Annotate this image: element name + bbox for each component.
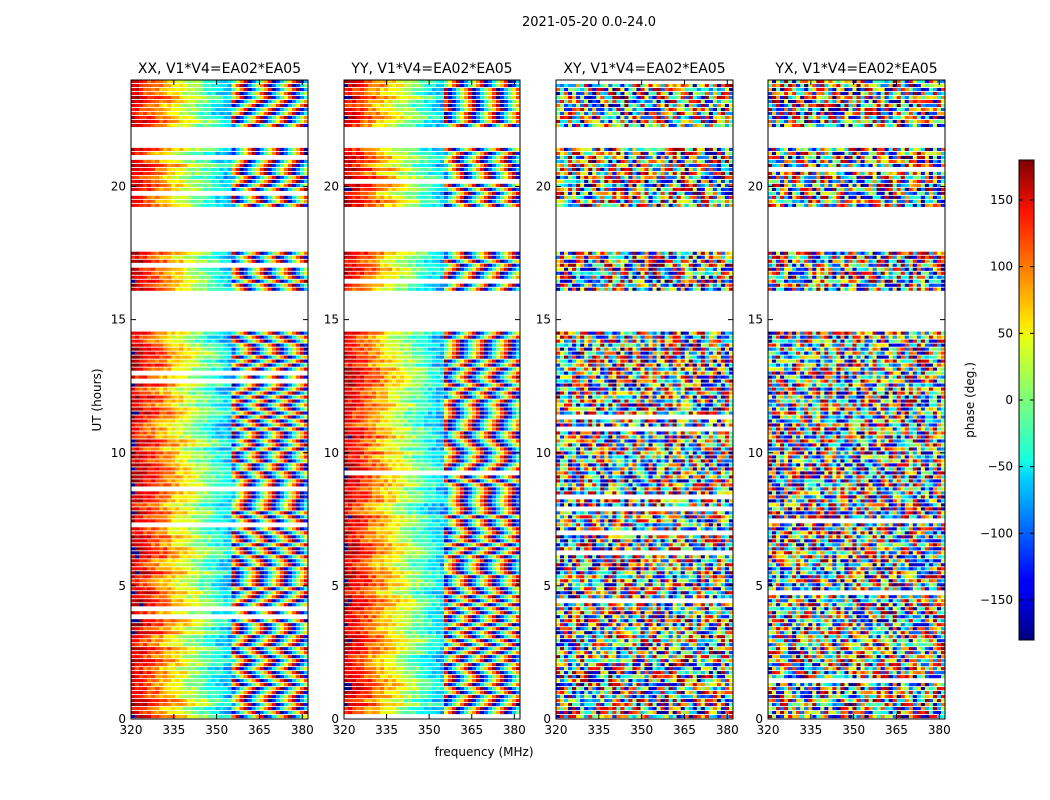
colorbar-tick-label: 50 <box>998 326 1013 340</box>
y-tick-label: 5 <box>118 579 126 593</box>
y-tick-label: 10 <box>536 446 551 460</box>
y-tick-label: 20 <box>111 180 126 194</box>
x-tick-label: 335 <box>162 723 185 737</box>
y-tick-label: 10 <box>111 446 126 460</box>
colorbar: −150 −100 −50 0 50 100 150 phase (deg.) <box>963 159 1035 641</box>
panel-yy: YY, V1*V4=EA02*EA05 320 335 350 365 380 0 5 10 15… <box>324 61 526 737</box>
axes-frame <box>130 79 309 720</box>
y-tick-label: 20 <box>748 180 763 194</box>
axes-frame <box>343 79 521 720</box>
y-tick-label: 0 <box>755 712 763 726</box>
panel-title: XX, V1*V4=EA02*EA05 <box>138 61 301 77</box>
x-tick-label: 335 <box>587 723 610 737</box>
y-tick-label: 0 <box>331 712 339 726</box>
y-axis-label: UT (hours) <box>90 368 104 431</box>
x-tick-label: 320 <box>333 723 356 737</box>
x-tick-label: 380 <box>928 723 951 737</box>
colorbar-tick-label: 0 <box>1005 393 1013 407</box>
y-tick-label: 15 <box>324 313 339 327</box>
x-tick-label: 365 <box>673 723 696 737</box>
x-tick-label: 335 <box>375 723 398 737</box>
x-tick-label: 365 <box>460 723 483 737</box>
y-tick-label: 5 <box>755 579 763 593</box>
panel-title: YX, V1*V4=EA02*EA05 <box>774 61 937 77</box>
colorbar-tick-label: 100 <box>990 260 1013 274</box>
axes-frame <box>555 79 734 720</box>
x-tick-label: 365 <box>885 723 908 737</box>
y-tick-label: 20 <box>324 180 339 194</box>
x-tick-label: 365 <box>248 723 271 737</box>
panel-yx: YX, V1*V4=EA02*EA05 320 335 350 365 380 0 5 10 15… <box>748 61 951 737</box>
x-axis-label: frequency (MHz) <box>434 745 533 759</box>
x-tick-label: 350 <box>630 723 653 737</box>
y-tick-label: 15 <box>536 313 551 327</box>
y-tick-label: 15 <box>111 313 126 327</box>
panel-xx: XX, V1*V4=EA02*EA05 320 335 350 365 380 0 5 10 15… <box>111 61 314 737</box>
x-tick-label: 380 <box>716 723 739 737</box>
x-tick-label: 350 <box>842 723 865 737</box>
y-tick-label: 10 <box>324 446 339 460</box>
x-tick-label: 320 <box>545 723 568 737</box>
panel-xy: XY, V1*V4=EA02*EA05 320 335 350 365 380 0 5 10 15… <box>536 61 739 737</box>
figure-title: 2021-05-20 0.0-24.0 <box>522 15 656 30</box>
panel-title: XY, V1*V4=EA02*EA05 <box>563 61 725 77</box>
x-tick-label: 320 <box>757 723 780 737</box>
colorbar-tick-label: −50 <box>988 460 1013 474</box>
y-tick-label: 0 <box>543 712 551 726</box>
phase-heatmap <box>344 80 520 715</box>
x-tick-label: 350 <box>205 723 228 737</box>
colorbar-label: phase (deg.) <box>963 362 977 438</box>
y-tick-label: 5 <box>331 579 339 593</box>
y-tick-label: 10 <box>748 446 763 460</box>
colorbar-tick-label: 150 <box>990 193 1013 207</box>
x-tick-label: 380 <box>291 723 314 737</box>
x-tick-label: 350 <box>418 723 441 737</box>
x-tick-label: 335 <box>799 723 822 737</box>
x-tick-label: 380 <box>503 723 526 737</box>
y-tick-label: 20 <box>536 180 551 194</box>
y-tick-label: 15 <box>748 313 763 327</box>
colorbar-tick-label: −150 <box>980 593 1013 607</box>
colorbar-tick-label: −100 <box>980 526 1013 540</box>
phase-heatmap <box>131 80 308 719</box>
phase-heatmap <box>768 80 945 719</box>
phase-heatmap <box>556 83 733 719</box>
x-tick-label: 320 <box>120 723 143 737</box>
y-tick-label: 0 <box>118 712 126 726</box>
axes-frame <box>767 79 946 720</box>
y-tick-label: 5 <box>543 579 551 593</box>
panel-title: YY, V1*V4=EA02*EA05 <box>350 61 512 77</box>
